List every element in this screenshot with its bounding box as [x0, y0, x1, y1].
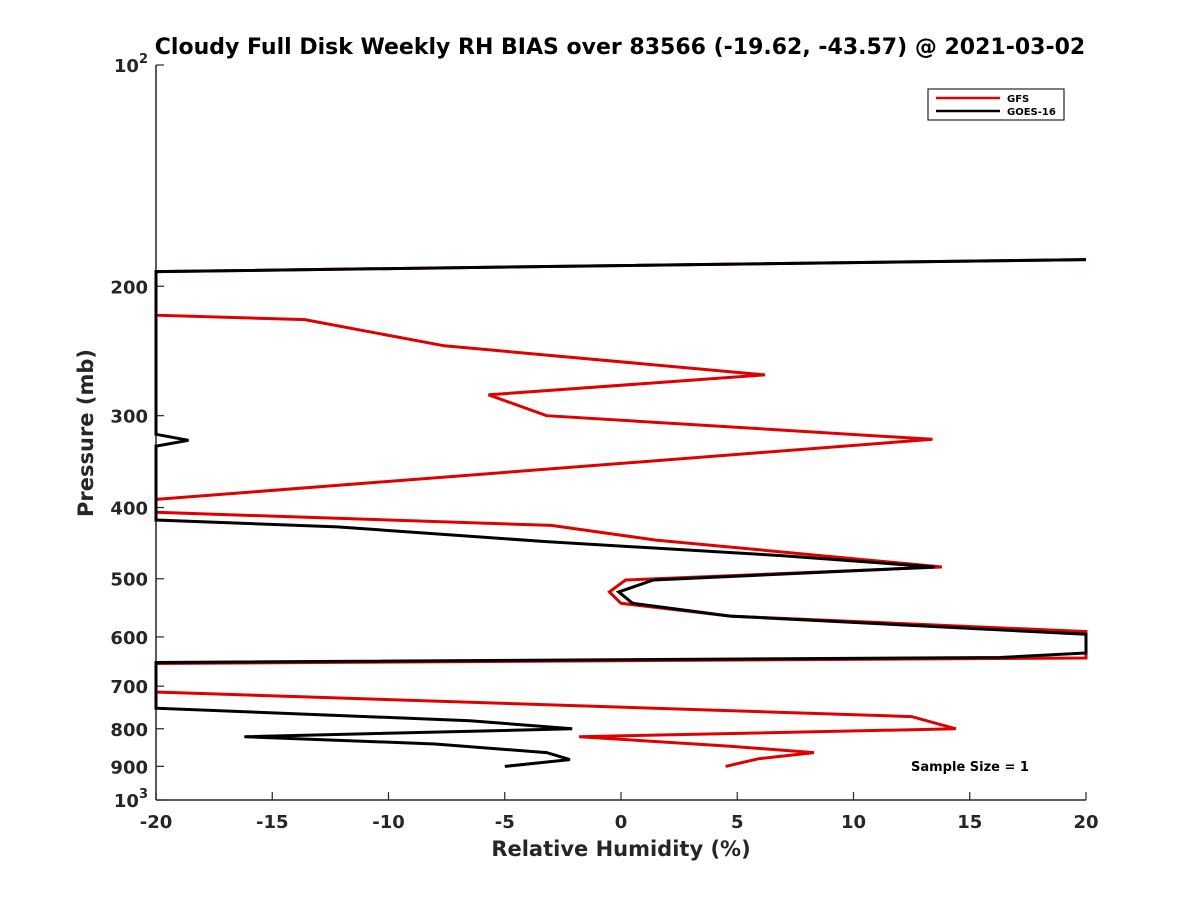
y-tick-label-base: 10 — [114, 56, 139, 77]
x-tick-label: 10 — [841, 812, 866, 833]
y-tick-label-exponent: 3 — [139, 787, 148, 802]
y-axis-label: Pressure (mb) — [74, 349, 98, 517]
x-tick-label: 20 — [1073, 812, 1098, 833]
series-lines — [154, 258, 1088, 768]
legend-label-gfs: GFS — [1007, 94, 1029, 105]
y-tick-label: 600 — [110, 628, 148, 649]
x-tick-label: 5 — [731, 812, 744, 833]
x-tick-label: 0 — [615, 812, 628, 833]
sample-size-annotation: Sample Size = 1 — [911, 760, 1029, 775]
y-tick-label: 900 — [110, 757, 148, 778]
y-tick-label: 700 — [110, 677, 148, 698]
y-tick-label: 800 — [110, 720, 148, 741]
y-tick-label: 103 — [114, 787, 148, 812]
x-axis-label: Relative Humidity (%) — [491, 837, 750, 861]
legend-box — [927, 88, 1065, 121]
x-tick-label: -10 — [372, 812, 405, 833]
legend: GFS GOES-16 — [927, 88, 1065, 121]
y-tick-label-base: 10 — [114, 791, 139, 812]
series-line-gfs — [154, 258, 1088, 768]
series-line-goes-16 — [154, 258, 1088, 768]
x-tick-label: 15 — [957, 812, 982, 833]
y-tick-label: 300 — [110, 407, 148, 428]
x-tick-label: -15 — [256, 812, 289, 833]
y-tick-label: 200 — [110, 277, 148, 298]
x-tick-label: -20 — [140, 812, 173, 833]
legend-label-goes-16: GOES-16 — [1007, 107, 1056, 118]
y-tick-label: 102 — [114, 52, 148, 77]
plot-area — [155, 65, 1086, 801]
x-axis-ticks: -20 -15 -10 -5 0 5 10 15 20 — [140, 792, 1099, 833]
chart-title: Cloudy Full Disk Weekly RH BIAS over 835… — [155, 35, 1085, 60]
y-tick-label-exponent: 2 — [139, 52, 148, 67]
y-tick-label: 400 — [110, 499, 148, 520]
x-tick-label: -5 — [495, 812, 515, 833]
y-tick-label: 500 — [110, 570, 148, 591]
